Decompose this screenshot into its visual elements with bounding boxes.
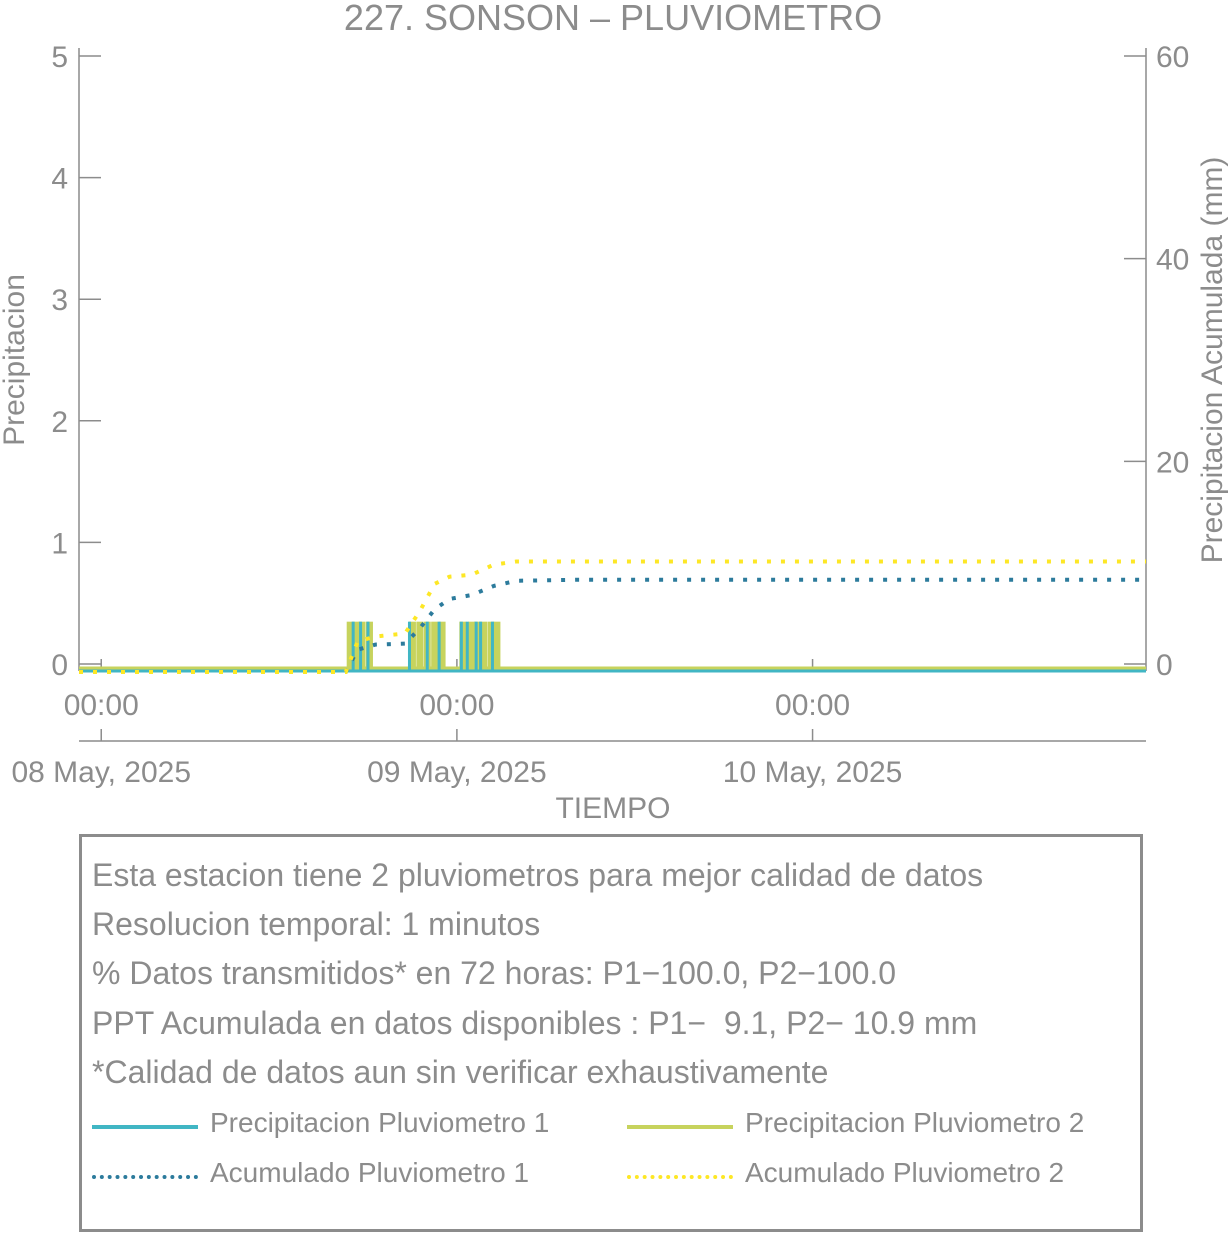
y-axis-label: Precipitacion (0, 274, 31, 446)
info-line-calidad: *Calidad de datos aun sin verificar exha… (92, 1054, 829, 1090)
legend-label-precip-p2: Precipitacion Pluviometro 2 (745, 1107, 1085, 1138)
y-tick-label: 0 (51, 649, 68, 682)
x-axis-label: TIEMPO (555, 792, 670, 825)
x-tick-label-date: 08 May, 2025 (11, 756, 191, 789)
y2-tick-label: 60 (1156, 41, 1189, 74)
precip-bar (459, 621, 463, 672)
legend-label-precip-p1: Precipitacion Pluviometro 1 (210, 1107, 550, 1138)
precip-bar (490, 621, 494, 672)
precip-bar (493, 621, 501, 672)
precip-bar (468, 621, 476, 672)
info-line-datos-transmitidos: % Datos transmitidos* en 72 horas: P1−10… (92, 955, 897, 991)
y-tick-label: 5 (51, 41, 68, 74)
y-tick-label: 2 (51, 406, 68, 439)
precip-bar (438, 621, 446, 672)
info-line-ppt-acumulada: PPT Acumulada en datos disponibles : P1−… (92, 1005, 978, 1041)
bars-pluviometro-2 (79, 621, 1146, 672)
bars-pluviometro-1 (79, 621, 1146, 673)
precip-bar (407, 621, 411, 672)
precip-bar (425, 621, 429, 672)
y2-tick-label: 0 (1156, 649, 1173, 682)
y2-tick-label: 20 (1156, 446, 1189, 479)
y-tick-label: 4 (51, 163, 68, 196)
precip-bar (474, 621, 478, 672)
accumulated-line (79, 577, 1146, 674)
info-line-pluviometros: Esta estacion tiene 2 pluviometros para … (92, 857, 984, 893)
legend-swatch-acum-p2 (627, 1175, 733, 1179)
legend-swatch-precip-p1 (92, 1125, 198, 1129)
y2-tick-label: 40 (1156, 244, 1189, 277)
x-tick-label-date: 09 May, 2025 (367, 756, 547, 789)
accumulated-lines (79, 559, 1146, 674)
precip-bar (408, 621, 416, 672)
info-box: Esta estacion tiene 2 pluviometros para … (79, 834, 1143, 1232)
precipitation-chart: 227. SONSON – PLUVIOMETRO 01234502040600… (0, 0, 1229, 825)
legend-label-acum-p2: Acumulado Pluviometro 2 (745, 1157, 1065, 1188)
y-tick-label: 1 (51, 527, 68, 560)
chart-title: 227. SONSON – PLUVIOMETRO (344, 0, 882, 38)
x-tick-label-hour: 00:00 (419, 689, 494, 722)
info-line-resolucion: Resolucion temporal: 1 minutos (92, 906, 541, 942)
x-tick-label-hour: 00:00 (775, 689, 850, 722)
tick-labels: 0 1 2 3 4 5 0 20 40 60 00:00 08 May, 2025 00:00 09 Ma… (11, 41, 1189, 789)
y-tick-label: 3 (51, 284, 68, 317)
precip-bar (366, 621, 370, 672)
axes (78, 48, 1147, 742)
precip-bar (351, 621, 355, 672)
legend-label-acum-p1: Acumulado Pluviometro 1 (210, 1157, 530, 1188)
precip-bar (431, 621, 439, 672)
y2-axis-label: Precipitacion Acumulada (mm) (1196, 157, 1229, 564)
precip-bar (416, 621, 424, 672)
precip-bar (479, 621, 483, 672)
precip-bar (346, 621, 354, 672)
precip-bar (352, 621, 360, 672)
precip-bar (465, 621, 469, 672)
accumulated-line (79, 559, 1146, 674)
x-tick-label-hour: 00:00 (64, 689, 139, 722)
legend-swatch-precip-p2 (627, 1125, 733, 1129)
precip-bar (480, 621, 488, 672)
legend-swatch-acum-p1 (92, 1175, 198, 1179)
x-tick-label-date: 10 May, 2025 (723, 756, 903, 789)
precip-bar (437, 621, 441, 672)
